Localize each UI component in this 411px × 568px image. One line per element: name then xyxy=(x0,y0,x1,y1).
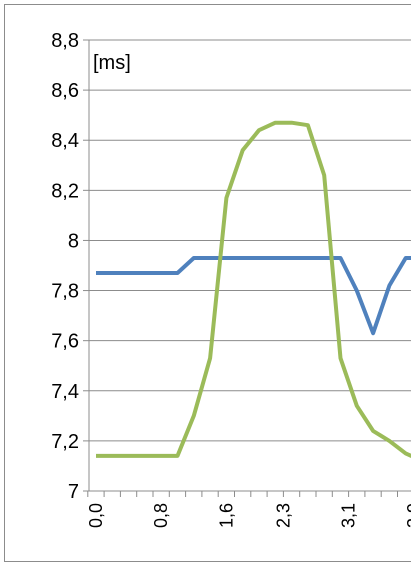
x-tick-label: 3,1 xyxy=(339,503,359,528)
y-tick-label: 8,6 xyxy=(51,80,79,102)
y-tick-label: 7 xyxy=(68,481,79,503)
y-tick-label: 8 xyxy=(68,230,79,252)
y-tick-label: 8,8 xyxy=(51,30,79,52)
x-tick-label: 2,3 xyxy=(273,503,293,528)
x-tick-label: 0,0 xyxy=(86,503,106,528)
y-tick-label: 7,4 xyxy=(51,381,79,403)
chart-frame xyxy=(4,4,411,562)
x-tick-label: 1,6 xyxy=(216,503,236,528)
x-tick-label: 0,8 xyxy=(151,503,171,528)
y-tick-label: 8,2 xyxy=(51,180,79,202)
y-tick-label: 7,2 xyxy=(51,431,79,453)
series-line-1 xyxy=(96,256,411,336)
y-tick-label: 7,8 xyxy=(51,281,79,303)
unit-label: [ms] xyxy=(93,52,131,74)
x-tick-label: 3,9 xyxy=(404,503,411,528)
series-line-2 xyxy=(96,120,411,459)
y-tick-label: 8,4 xyxy=(51,130,79,152)
y-tick-label: 7,6 xyxy=(51,331,79,353)
